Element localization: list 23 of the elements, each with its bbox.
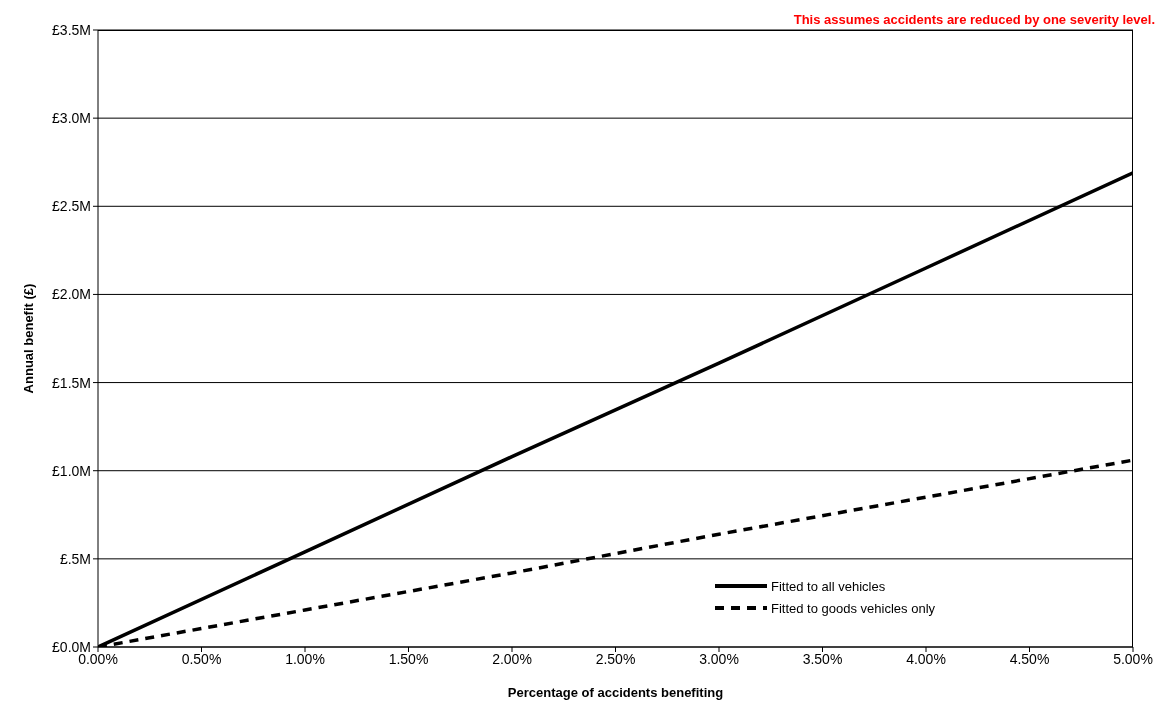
y-tick-label: £2.5M [52, 198, 91, 215]
y-tick-label: £3.5M [52, 21, 91, 38]
y-tick-label: £3.0M [52, 110, 91, 127]
y-tick-label: £1.5M [52, 374, 91, 391]
legend-label: Fitted to goods vehicles only [771, 600, 936, 616]
y-tick-label: £1.0M [52, 462, 91, 479]
x-tick-label: 4.00% [906, 650, 946, 667]
x-tick-label: 5.00% [1113, 650, 1153, 667]
x-tick-label: 0.50% [181, 650, 222, 667]
x-tick-label: 3.50% [802, 650, 843, 667]
x-tick-label: 2.00% [492, 650, 532, 667]
legend-label: Fitted to all vehicles [771, 578, 886, 594]
x-tick-label: 1.50% [388, 650, 429, 667]
y-tick-label: £2.0M [52, 286, 91, 303]
x-axis-title: Percentage of accidents benefiting [507, 685, 724, 700]
y-axis-title: Annual benefit (£) [20, 283, 36, 394]
y-tick-label: £.5M [59, 550, 91, 567]
x-tick-label: 3.00% [699, 650, 739, 667]
x-tick-label: 4.50% [1009, 650, 1050, 667]
x-tick-label: 2.50% [595, 650, 636, 667]
text: This assumes accidents are reduced by one severity level. [793, 12, 1155, 27]
x-tick-label: 1.00% [285, 650, 325, 667]
y-tick-label: £0.0M [52, 638, 91, 655]
